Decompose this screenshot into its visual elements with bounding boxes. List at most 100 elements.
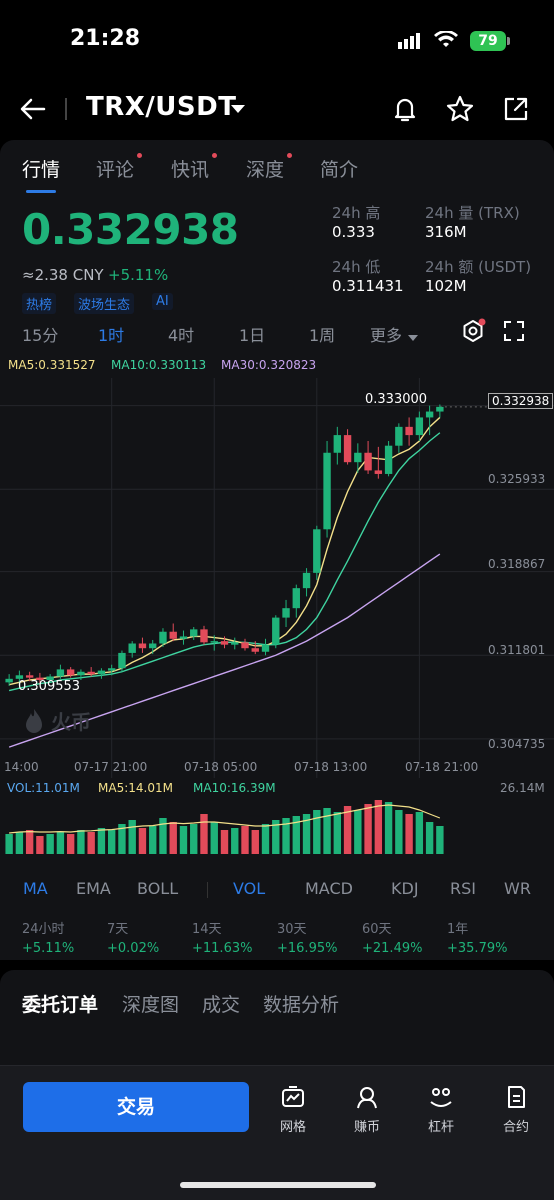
perf-value-7d: +0.02%	[107, 941, 160, 956]
volume-bar	[190, 824, 198, 854]
volume-bar	[364, 804, 372, 854]
volume-bar	[149, 826, 157, 854]
share-icon[interactable]	[501, 94, 531, 124]
volume-bar	[374, 800, 383, 854]
ind-vol[interactable]: VOL	[233, 879, 266, 898]
tf-4h[interactable]: 4时	[168, 326, 195, 345]
ind-rsi[interactable]: RSI	[450, 879, 476, 898]
volume-bar	[159, 818, 167, 854]
volume-bar	[138, 828, 147, 854]
pair-title[interactable]: TRX/USDT	[86, 92, 237, 122]
amount-value: 102M	[425, 277, 467, 295]
ind-boll[interactable]: BOLL	[137, 879, 179, 898]
candle-body	[384, 445, 393, 474]
candle-body	[405, 426, 413, 436]
tab-market[interactable]: 行情	[22, 159, 61, 181]
volume-bar	[87, 832, 95, 854]
price-chart[interactable]	[0, 378, 554, 778]
tab-news[interactable]: 快讯	[171, 159, 210, 181]
ma30-line	[8, 553, 441, 748]
candle-body	[128, 643, 136, 653]
volume-chart[interactable]	[0, 796, 554, 856]
price-axis-4: 0.304735	[488, 737, 546, 751]
perf-label-30d: 30天	[277, 922, 307, 937]
subtab-orders[interactable]: 委托订单	[22, 994, 99, 1016]
tab-intro[interactable]: 简介	[320, 159, 359, 181]
candle-body	[251, 648, 259, 652]
trade-button[interactable]: 交易	[23, 1082, 249, 1132]
candle-body	[159, 631, 167, 644]
star-icon[interactable]	[445, 94, 475, 124]
candle-body	[138, 643, 147, 649]
candle-body	[190, 629, 198, 637]
subtab-depth-chart[interactable]: 深度图	[122, 994, 180, 1016]
candle-body	[354, 452, 362, 463]
volume-bar	[46, 834, 54, 854]
tag-hot[interactable]: 热榜	[22, 293, 57, 314]
candle-body	[292, 588, 300, 609]
volume-bar	[425, 822, 434, 854]
candle-body	[323, 452, 331, 530]
tag-ai[interactable]: AI	[152, 293, 173, 310]
tag-tron-eco[interactable]: 波场生态	[74, 293, 135, 314]
volume-bar	[292, 816, 300, 854]
volume-bar	[415, 812, 424, 854]
candle-body	[343, 435, 352, 463]
nav-margin[interactable]: 杠杆	[416, 1084, 466, 1135]
candle-body	[149, 643, 157, 649]
subtab-trades[interactable]: 成交	[202, 994, 241, 1016]
low-marker: 0.309553	[18, 679, 81, 694]
volume-bar	[313, 810, 321, 854]
caret-down-icon[interactable]	[230, 100, 246, 119]
fullscreen-icon[interactable]	[503, 320, 525, 346]
ind-ma[interactable]: MA	[23, 879, 48, 898]
nav-grid[interactable]: 网格	[268, 1084, 318, 1135]
time-axis-2: 07-18 05:00	[184, 760, 258, 774]
nav-futures[interactable]: 合约	[491, 1084, 541, 1135]
candle-body	[210, 641, 218, 643]
tf-more[interactable]: 更多	[370, 326, 403, 345]
margin-icon	[430, 1088, 452, 1107]
volume-bar	[25, 830, 34, 854]
tab-comments[interactable]: 评论	[96, 159, 135, 181]
volume-bar	[395, 810, 403, 854]
watermark: 火币	[24, 706, 91, 735]
candle-body	[169, 631, 177, 639]
last-price: 0.332938	[22, 205, 239, 254]
cny-price: ≈2.38 CNY	[22, 266, 104, 284]
settings-hex-icon[interactable]	[460, 318, 486, 348]
bell-icon[interactable]	[390, 94, 420, 124]
volume-bar	[200, 814, 208, 854]
candle-body	[231, 642, 239, 645]
candle-body	[179, 636, 188, 639]
volume-bar	[343, 806, 352, 854]
nav-earn-label: 赚币	[353, 1120, 380, 1135]
ma5-legend: MA5:0.331527	[8, 358, 96, 372]
comments-dot	[137, 153, 142, 158]
tf-1w[interactable]: 1周	[309, 326, 336, 345]
tf-1h[interactable]: 1时	[98, 326, 125, 345]
candle-body	[56, 669, 65, 677]
ma10-legend: MA10:0.330113	[111, 358, 207, 372]
ind-kdj[interactable]: KDJ	[391, 879, 419, 898]
more-caret-icon[interactable]	[408, 327, 418, 346]
candle-body	[66, 669, 75, 676]
price-axis-2: 0.318867	[488, 557, 546, 571]
tab-underline	[26, 190, 56, 193]
tf-15m[interactable]: 15分	[22, 326, 59, 345]
ind-ema[interactable]: EMA	[76, 879, 111, 898]
back-button[interactable]	[18, 94, 48, 124]
ind-macd[interactable]: MACD	[305, 879, 353, 898]
ind-wr[interactable]: WR	[504, 879, 531, 898]
perf-label-7d: 7天	[107, 922, 129, 937]
tab-depth[interactable]: 深度	[246, 159, 285, 181]
nav-earn[interactable]: 赚币	[342, 1084, 392, 1135]
candle-body	[313, 529, 321, 573]
volume-bar	[231, 828, 239, 854]
candle-body	[46, 676, 54, 680]
volume-bar	[220, 830, 229, 854]
tf-1d[interactable]: 1日	[239, 326, 266, 345]
perf-value-60d: +21.49%	[362, 941, 423, 956]
perf-label-14d: 14天	[192, 922, 222, 937]
subtab-analysis[interactable]: 数据分析	[263, 994, 340, 1016]
